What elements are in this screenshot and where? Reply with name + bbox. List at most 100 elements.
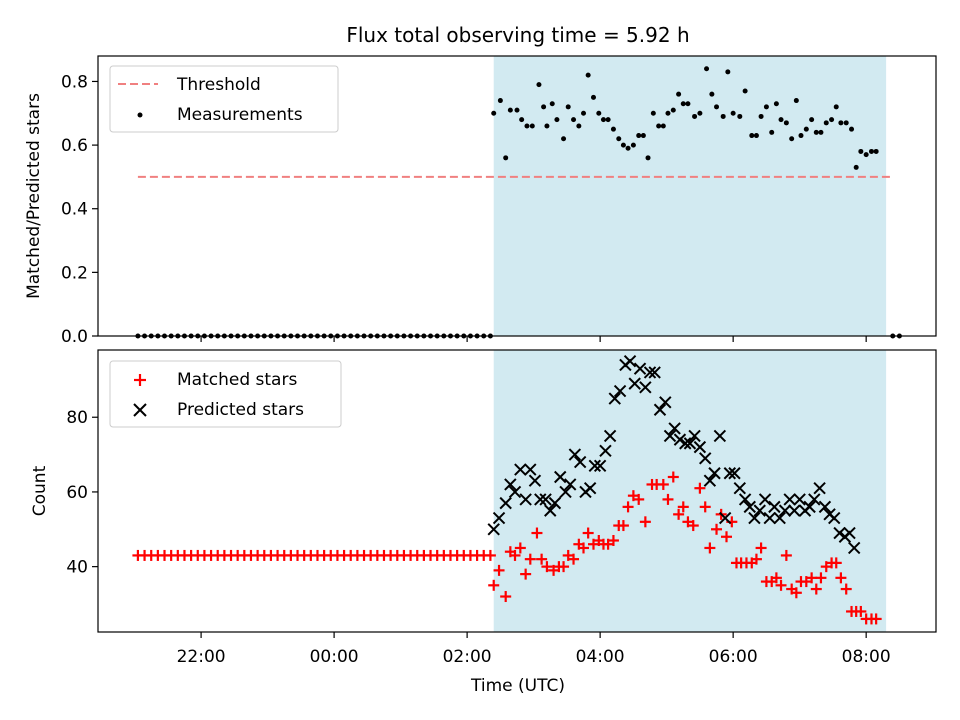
- predicted-star-marker: [673, 433, 687, 446]
- predicted-star-marker: [753, 504, 766, 517]
- predicted-star-marker: [668, 422, 681, 435]
- measurement-point: [503, 155, 509, 161]
- predicted-star-marker: [758, 493, 772, 506]
- matched-star-marker: [524, 553, 536, 565]
- matched-star-marker: [815, 572, 827, 584]
- predicted-star-marker: [703, 474, 717, 487]
- measurement-point: [697, 110, 703, 116]
- measurement-point: [753, 133, 759, 139]
- matched-star-marker: [531, 527, 543, 539]
- predicted-star-marker: [539, 493, 552, 506]
- matched-star-marker: [673, 508, 685, 520]
- matched-star-marker: [633, 493, 645, 505]
- top-panel: 0.00.20.40.60.8 Matched/Predicted stars …: [24, 55, 937, 347]
- top-y-tick-label: 0.2: [61, 263, 88, 283]
- measurement-point: [843, 120, 849, 126]
- measurement-point: [793, 98, 799, 104]
- measurement-point: [720, 113, 726, 119]
- measurement-point: [692, 113, 698, 119]
- measurement-point: [868, 148, 874, 154]
- predicted-star-marker: [544, 504, 557, 517]
- predicted-star-marker: [748, 511, 761, 525]
- matched-star-marker: [667, 471, 679, 483]
- measurement-point: [829, 117, 835, 123]
- predicted-star-marker: [504, 478, 517, 491]
- measurement-point: [709, 91, 715, 97]
- matched-star-marker: [622, 501, 634, 513]
- bottom-y-tick-label: 40: [66, 558, 88, 578]
- legend-matched-label: Matched stars: [177, 370, 297, 390]
- predicted-star-marker: [783, 493, 796, 506]
- legend-measurements-swatch: [137, 112, 143, 118]
- predicted-star-marker: [808, 493, 821, 506]
- matched-star-marker: [835, 572, 847, 584]
- measurement-point: [833, 104, 839, 110]
- measurement-point: [676, 91, 682, 97]
- matched-star-marker: [750, 553, 762, 565]
- predicted-star-marker: [733, 481, 747, 495]
- predicted-star-marker: [738, 493, 752, 506]
- measurement-point: [858, 148, 864, 154]
- bottom-axes-frame: [97, 349, 937, 633]
- x-tick-label: 04:00: [576, 647, 625, 667]
- measurement-point: [665, 110, 671, 116]
- predicted-star-marker: [793, 493, 806, 506]
- top-y-axis-label: Matched/Predicted stars: [24, 93, 44, 299]
- matched-star-marker: [775, 579, 787, 591]
- predicted-star-marker: [492, 511, 506, 525]
- measurement-point: [636, 133, 642, 139]
- predicted-star-marker: [743, 500, 756, 514]
- bottom-x-ticks: 22:00 00:00 02:00 04:00 06:00 08:00: [177, 632, 891, 667]
- bottom-y-ticks: 40 60 80: [66, 408, 98, 578]
- predicted-star-marker: [828, 511, 841, 525]
- matched-star-marker: [694, 482, 706, 494]
- predicted-star-marker: [628, 377, 641, 390]
- predicted-star-marker: [499, 496, 512, 510]
- bottom-legend-box: [109, 360, 342, 428]
- predicted-star-marker: [563, 478, 577, 491]
- top-legend: Threshold Measurements: [109, 65, 339, 133]
- matched-star-marker: [806, 572, 818, 584]
- bottom-legend: Matched stars Predicted stars: [109, 360, 342, 428]
- bottom-y-axis-label: Count: [30, 465, 50, 516]
- measurement-point: [561, 136, 567, 142]
- predicted-star-marker: [568, 448, 582, 461]
- matched-star-marker: [810, 583, 822, 595]
- measurement-point: [565, 104, 571, 110]
- measurement-point: [519, 117, 525, 123]
- measurement-point: [823, 120, 829, 126]
- matched-star-marker: [704, 542, 716, 554]
- measurement-point: [763, 104, 769, 110]
- predicted-star-marker: [599, 444, 612, 458]
- matched-star-marker: [617, 520, 629, 532]
- matched-star-marker: [830, 557, 842, 569]
- predicted-star-marker: [699, 452, 712, 465]
- measurement-point: [630, 142, 636, 148]
- legend-matched-swatch: [134, 374, 146, 386]
- predicted-star-marker: [639, 381, 652, 394]
- matched-star-marker: [855, 605, 867, 617]
- top-y-ticks: 0.0 0.2 0.4 0.6 0.8: [61, 72, 98, 347]
- x-axis-label: Time (UTC): [470, 676, 565, 696]
- measurement-point: [536, 82, 542, 88]
- measurement-point: [650, 110, 656, 116]
- bottom-y-tick-label: 80: [66, 408, 88, 428]
- predicted-star-marker: [524, 463, 537, 476]
- matched-star-marker: [500, 591, 512, 603]
- measurement-point: [838, 120, 844, 126]
- measurement-point: [685, 101, 691, 107]
- predicted-star-marker: [663, 429, 677, 443]
- measurement-point: [849, 126, 855, 132]
- measurement-point: [660, 123, 666, 129]
- predicted-star-marker: [648, 366, 661, 379]
- predicted-star-marker: [548, 496, 562, 510]
- measurement-point: [863, 152, 869, 158]
- measurement-point: [818, 129, 824, 135]
- bottom-markers: [132, 354, 882, 625]
- measurement-point: [491, 110, 497, 116]
- measurement-point: [610, 126, 616, 132]
- measurement-point: [507, 107, 513, 113]
- top-legend-box: [109, 65, 339, 133]
- bottom-y-tick-label: 60: [66, 483, 88, 503]
- measurement-point: [769, 129, 775, 135]
